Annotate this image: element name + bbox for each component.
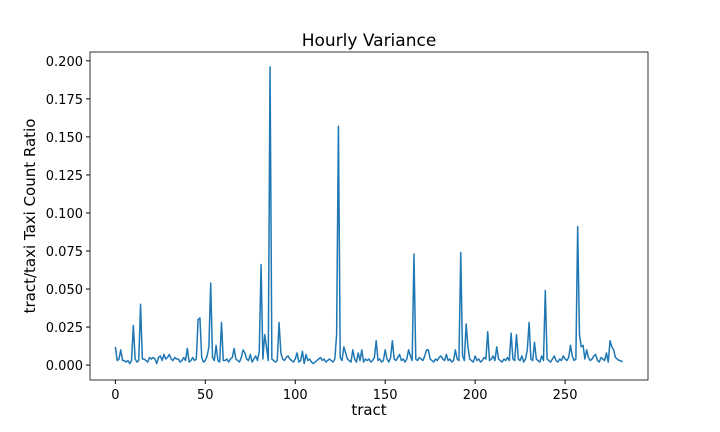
y-tick-label: 0.150 bbox=[46, 131, 83, 146]
y-tick-label: 0.050 bbox=[46, 283, 83, 298]
x-axis-label: tract bbox=[351, 401, 386, 419]
x-tick-label: 250 bbox=[553, 388, 578, 403]
y-tick-label: 0.200 bbox=[46, 55, 83, 70]
x-tick-label: 100 bbox=[283, 388, 308, 403]
y-tick-label: 0.075 bbox=[46, 245, 83, 260]
x-tick-label: 200 bbox=[463, 388, 488, 403]
x-tick-label: 0 bbox=[111, 388, 119, 403]
y-tick-label: 0.025 bbox=[46, 321, 83, 336]
y-tick-label: 0.100 bbox=[46, 207, 83, 222]
y-tick-label: 0.125 bbox=[46, 169, 83, 184]
plot-frame bbox=[89, 51, 649, 381]
data-line bbox=[114, 66, 624, 365]
y-tick-label: 0.175 bbox=[46, 93, 83, 108]
x-tick-label: 150 bbox=[373, 388, 398, 403]
x-tick-label: 50 bbox=[197, 388, 214, 403]
y-tick-label: 0.000 bbox=[46, 359, 83, 374]
y-axis-label: tract/taxi Taxi Count Ratio bbox=[21, 119, 39, 314]
chart-title: Hourly Variance bbox=[302, 31, 437, 51]
